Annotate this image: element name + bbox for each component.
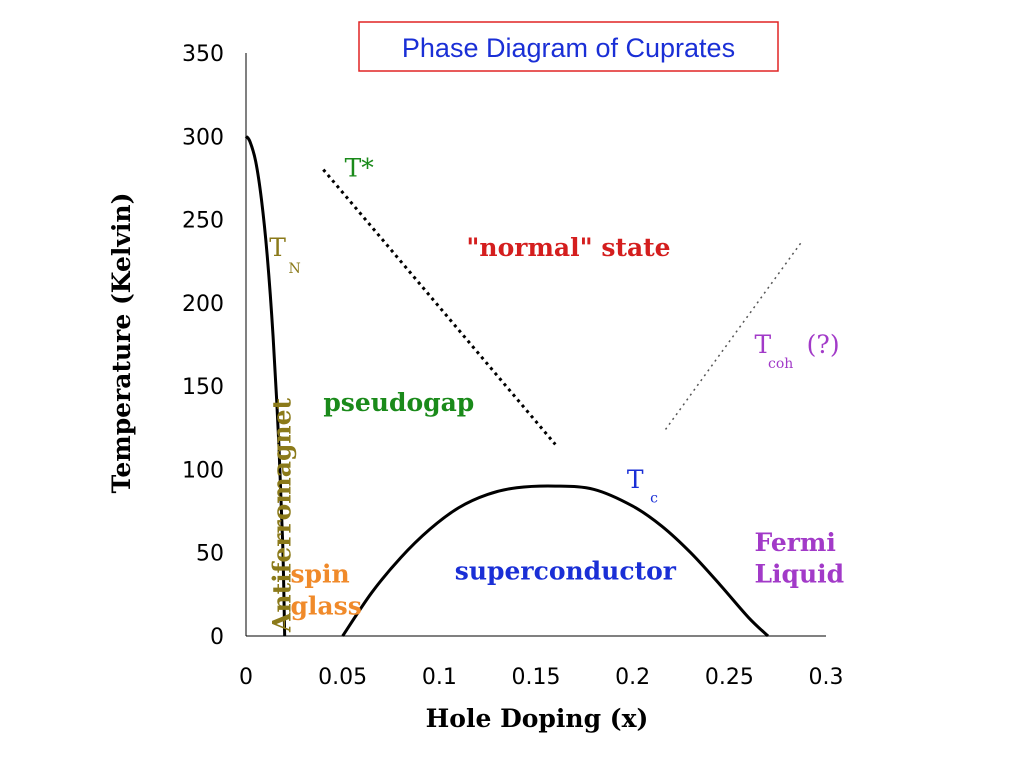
y-axis-title: Temperature (Kelvin) (107, 193, 136, 494)
y-tick-label: 250 (182, 209, 224, 234)
x-tick-label: 0.25 (705, 665, 754, 690)
annotation-tstar: T* (345, 153, 375, 182)
annotation-tcoh_main: T (754, 330, 771, 359)
annotation-tc_main: T (627, 465, 644, 494)
y-tick-label: 200 (182, 292, 224, 317)
axes (245, 53, 826, 637)
curve-tn (244, 135, 287, 637)
annotation-fermi2: Liquid (754, 560, 844, 589)
chart-title: Phase Diagram of Cuprates (402, 33, 735, 63)
curve-tc (341, 484, 770, 638)
annotation-spin: spin (290, 560, 349, 589)
y-tick-label: 300 (182, 125, 224, 150)
y-tick-label: 50 (196, 542, 224, 567)
annotation-tc_sub: c (650, 491, 658, 507)
curve-tcoh (664, 242, 802, 430)
annotation-fermi1: Fermi (754, 528, 835, 557)
annotation-superconductor: superconductor (455, 556, 677, 585)
x-tick-label: 0 (239, 665, 253, 690)
y-tick-label: 150 (182, 375, 224, 400)
y-tick-label: 100 (182, 458, 224, 483)
phase-curves (244, 135, 802, 638)
annotation-tn_main: T (269, 233, 286, 262)
x-tick-label: 0.2 (615, 665, 650, 690)
chart-title-box: Phase Diagram of Cuprates (358, 21, 779, 72)
annotation-pseudogap: pseudogap (323, 388, 474, 417)
title-border (358, 21, 779, 72)
tick-labels: 0 50 100 150 200 250 300 350 0 0.05 0.1 0.15 0.2 0.25… (182, 42, 844, 690)
x-tick-label: 0.15 (512, 665, 561, 690)
annotation-tn_sub: N (289, 261, 301, 277)
x-axis-title: Hole Doping (x) (426, 704, 649, 733)
annotation-tcoh_q: (?) (807, 330, 840, 359)
annotation-antiferromagnet: Antiferromagnet (267, 397, 296, 633)
region-annotations: T*TN"normal" stateTcoh(?)pseudogapTcFerm… (267, 153, 844, 633)
annotation-normal: "normal" state (466, 233, 670, 262)
y-tick-label: 0 (210, 625, 224, 650)
annotation-tcoh_sub: coh (768, 356, 793, 372)
y-tick-label: 350 (182, 42, 224, 67)
x-tick-label: 0.3 (809, 665, 844, 690)
x-tick-label: 0.05 (318, 665, 367, 690)
x-tick-label: 0.1 (422, 665, 457, 690)
annotation-glass: glass (290, 591, 361, 620)
